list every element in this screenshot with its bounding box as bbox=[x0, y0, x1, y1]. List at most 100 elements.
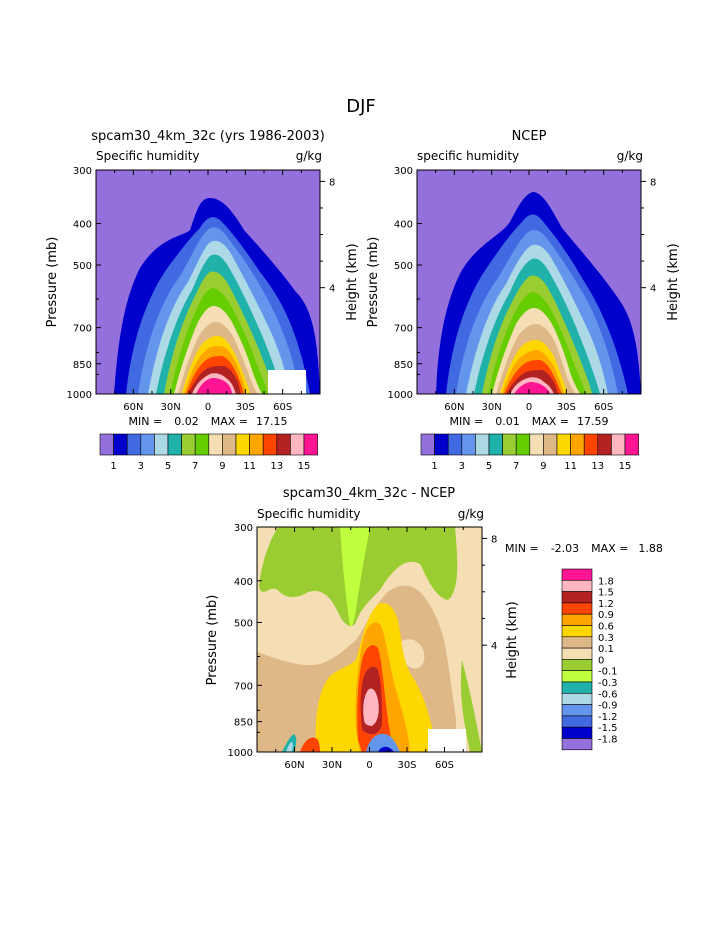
panel-model-title: spcam30_4km_32c (yrs 1986-2003) bbox=[91, 129, 325, 144]
y-tick-label: 850 bbox=[73, 360, 92, 371]
colorbar-label: 1 bbox=[110, 461, 116, 472]
colorbar-swatch bbox=[208, 433, 223, 456]
colorbar-swatch bbox=[529, 433, 544, 456]
colorbar-swatch bbox=[181, 433, 196, 456]
panel-model-units: g/kg bbox=[296, 149, 322, 163]
colorbar-label: 9 bbox=[540, 461, 546, 472]
contour-fill-positive-pink bbox=[363, 688, 379, 726]
y-tick-label: 400 bbox=[73, 220, 92, 231]
x-tick-label: 0 bbox=[526, 402, 532, 413]
contour-fill-level-15 bbox=[196, 378, 232, 394]
y-right-tick-label: 4 bbox=[650, 284, 656, 295]
panel-model-stats: MIN = 0.02 MAX = 17.15 bbox=[129, 415, 288, 428]
page-title: DJF bbox=[346, 96, 376, 117]
colorbar-swatch bbox=[561, 647, 593, 660]
colorbar-label: -0.3 bbox=[598, 678, 618, 689]
y-tick-label: 700 bbox=[73, 324, 92, 335]
panel-diff-ylabel-right: Height (km) bbox=[505, 601, 520, 678]
colorbar-label: 0 bbox=[598, 655, 604, 666]
colorbar-swatch bbox=[113, 433, 128, 456]
y-tick-label: 700 bbox=[234, 681, 253, 692]
panel-ncep-title: NCEP bbox=[512, 129, 547, 144]
panel-diff-subtitle: Specific humidity bbox=[257, 507, 361, 521]
colorbar-swatch bbox=[154, 433, 169, 456]
colorbar-label: 1.8 bbox=[598, 576, 614, 587]
contour-fill-positive-red-left bbox=[300, 737, 320, 752]
x-tick-label: 60N bbox=[284, 760, 304, 771]
colorbar-swatch bbox=[570, 433, 585, 456]
missing-data-mask bbox=[428, 729, 466, 752]
y-tick-label: 850 bbox=[234, 718, 253, 729]
colorbar-swatch bbox=[235, 433, 250, 456]
missing-data-mask bbox=[268, 370, 306, 394]
y-tick-label: 500 bbox=[73, 261, 92, 272]
colorbar-label: -1.8 bbox=[598, 735, 618, 746]
panel-diff-title: spcam30_4km_32c - NCEP bbox=[283, 486, 455, 501]
panel-diff-units: g/kg bbox=[458, 507, 484, 521]
colorbar-swatch bbox=[420, 433, 435, 456]
y-tick-label: 500 bbox=[394, 261, 413, 272]
colorbar-swatch bbox=[502, 433, 517, 456]
panel-ncep-subtitle: specific humidity bbox=[417, 149, 519, 163]
colorbar-swatch bbox=[561, 738, 593, 751]
colorbar-swatch bbox=[561, 602, 593, 615]
colorbar-swatch bbox=[126, 433, 142, 456]
colorbar-label: 9 bbox=[219, 461, 225, 472]
colorbar-swatch bbox=[561, 625, 593, 638]
colorbar-label: 1 bbox=[431, 461, 437, 472]
x-tick-label: 60S bbox=[273, 402, 292, 413]
colorbar-label: 0.3 bbox=[598, 633, 614, 644]
colorbar-swatch bbox=[561, 659, 593, 672]
colorbar-label: 3 bbox=[459, 461, 465, 472]
colorbar-label: -0.1 bbox=[598, 667, 618, 678]
colorbar-swatch bbox=[303, 433, 318, 456]
colorbar-swatch bbox=[276, 433, 291, 456]
colorbar-swatch bbox=[488, 433, 503, 456]
colorbar-label: 11 bbox=[243, 461, 256, 472]
x-tick-label: 60S bbox=[435, 760, 454, 771]
panel-ncep-contours bbox=[417, 170, 641, 394]
colorbar-label: 11 bbox=[564, 461, 577, 472]
colorbar-swatch bbox=[561, 591, 593, 604]
panel-ncep-ylabel-right: Height (km) bbox=[666, 243, 681, 320]
colorbar-label: -1.2 bbox=[598, 712, 618, 723]
y-tick-label: 1000 bbox=[388, 390, 413, 401]
colorbar-label: 0.9 bbox=[598, 610, 614, 621]
colorbar-swatch bbox=[561, 670, 593, 683]
colorbar-label: 15 bbox=[298, 461, 311, 472]
panel-diff: spcam30_4km_32c - NCEP Specific humidity… bbox=[205, 486, 663, 771]
colorbar-swatch bbox=[611, 433, 626, 456]
colorbar-label: 7 bbox=[513, 461, 519, 472]
colorbar-label: 13 bbox=[591, 461, 604, 472]
colorbar-swatch bbox=[561, 704, 593, 717]
panel-model-ylabel-right: Height (km) bbox=[345, 243, 360, 320]
y-tick-label: 700 bbox=[394, 324, 413, 335]
colorbar-swatch bbox=[194, 433, 210, 456]
colorbar-label: 5 bbox=[165, 461, 171, 472]
y-tick-label: 500 bbox=[234, 618, 253, 629]
colorbar-label: 15 bbox=[619, 461, 632, 472]
panel-model-subtitle: Specific humidity bbox=[96, 149, 200, 163]
x-tick-label: 0 bbox=[205, 402, 211, 413]
x-tick-label: 60N bbox=[123, 402, 143, 413]
panel-ncep-stats: MIN = 0.01 MAX = 17.59 bbox=[450, 415, 609, 428]
y-right-tick-label: 8 bbox=[650, 177, 656, 188]
y-right-tick-label: 4 bbox=[491, 641, 497, 652]
colorbar-label: 1.2 bbox=[598, 599, 614, 610]
x-tick-label: 30N bbox=[322, 760, 342, 771]
colorbar-swatch bbox=[434, 433, 449, 456]
colorbar-swatch bbox=[515, 433, 531, 456]
panel-model-ylabel: Pressure (mb) bbox=[45, 237, 60, 328]
colorbar-label: -0.6 bbox=[598, 689, 618, 700]
colorbar-swatch bbox=[290, 433, 305, 456]
colorbar-swatch bbox=[561, 715, 593, 728]
colorbar-label: 1.5 bbox=[598, 588, 614, 599]
colorbar-swatch bbox=[461, 433, 476, 456]
colorbar-swatch bbox=[447, 433, 463, 456]
colorbar-swatch bbox=[249, 433, 264, 456]
contour-fill-negative-lighter bbox=[340, 527, 370, 627]
colorbar-swatch bbox=[624, 433, 639, 456]
colorbar-swatch bbox=[167, 433, 182, 456]
colorbar-label: 13 bbox=[270, 461, 283, 472]
